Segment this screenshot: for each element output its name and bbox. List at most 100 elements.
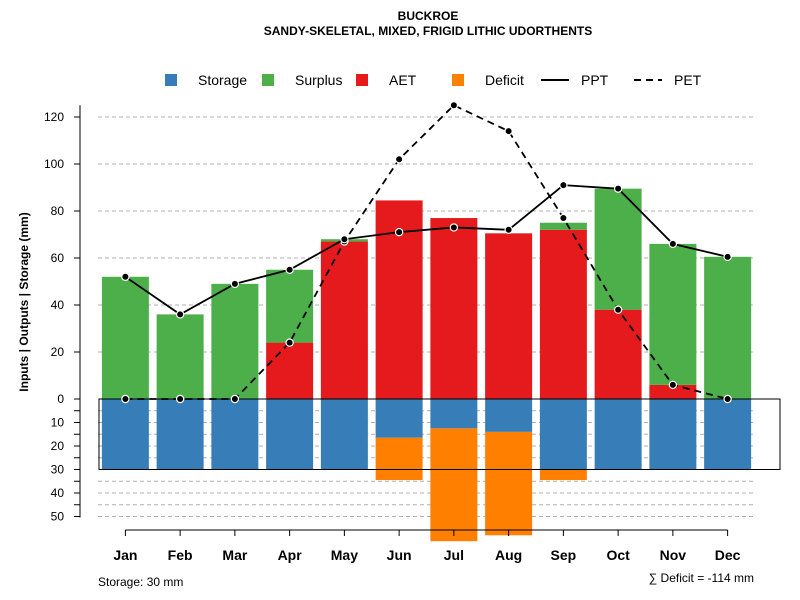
aet-bar: [266, 342, 314, 399]
pet-point: [559, 213, 568, 223]
x-tick-label: Aug: [495, 547, 522, 563]
storage-bar: [101, 399, 149, 470]
chart-subtitle: SANDY-SKELETAL, MIXED, FRIGID LITHIC UDO…: [264, 24, 592, 38]
aet-bar: [320, 241, 368, 399]
legend-swatch: [356, 74, 368, 86]
legend-swatch: [262, 74, 274, 86]
x-tick-label: Jan: [113, 547, 137, 563]
legend-swatch: [452, 74, 464, 86]
legend-label: Surplus: [295, 72, 342, 88]
ppt-point: [394, 227, 404, 237]
x-tick-label: Jul: [444, 547, 464, 563]
y-tick-label: 20: [51, 345, 65, 359]
surplus-bar: [211, 283, 259, 399]
ppt-point: [175, 310, 185, 319]
ppt-point: [340, 234, 349, 244]
storage-bar: [156, 399, 204, 470]
ppt-point: [559, 180, 568, 190]
ppt-point: [449, 223, 459, 232]
gridlines: [98, 116, 755, 517]
x-tick-label: Jun: [387, 547, 412, 563]
ppt-point: [230, 279, 240, 289]
chart-title: BUCKROE: [398, 9, 459, 23]
pet-point: [449, 101, 459, 110]
y-tick-label: 50: [51, 510, 65, 524]
x-tick-label: Dec: [715, 547, 741, 563]
deficit-sum-label: ∑ Deficit = -114 mm: [649, 571, 754, 585]
bars: [101, 188, 752, 542]
y-axis-label: Inputs | Outputs | Storage (mm): [17, 212, 31, 391]
surplus-bar: [649, 243, 697, 385]
y-tick-label: 100: [44, 157, 64, 171]
pet-point: [394, 155, 404, 164]
pet-point: [504, 126, 513, 136]
storage-bar: [485, 399, 533, 432]
pet-point: [668, 380, 678, 390]
aet-bar: [430, 218, 478, 399]
storage-frames: [98, 398, 781, 470]
pet-point: [230, 394, 240, 404]
storage-bar: [211, 399, 259, 470]
storage-bar: [430, 399, 478, 429]
y-tick-label: 40: [51, 486, 65, 500]
storage-bar: [649, 399, 697, 470]
deficit-bar: [485, 431, 533, 536]
y-tick-label: 60: [51, 251, 65, 265]
x-tick-label: Sep: [551, 547, 577, 563]
storage-bar: [704, 399, 752, 470]
storage-bar: [539, 399, 587, 470]
x-tick-label: Nov: [660, 547, 687, 563]
x-tick-label: Feb: [168, 547, 193, 563]
series-lines: [121, 101, 732, 404]
x-tick-label: Apr: [278, 547, 303, 563]
y-tick-label: 30: [51, 463, 65, 477]
deficit-bar: [539, 469, 587, 481]
pet-point: [723, 394, 732, 404]
storage-capacity-box: [98, 398, 781, 470]
x-tick-label: Oct: [606, 547, 630, 563]
legend-label: Storage: [198, 72, 247, 88]
ppt-point: [723, 252, 732, 262]
surplus-bar: [156, 314, 204, 399]
deficit-bar: [375, 437, 423, 481]
legend-label: PET: [674, 72, 702, 88]
surplus-bar: [594, 188, 642, 310]
ppt-point: [504, 225, 513, 234]
y-tick-label: 0: [57, 392, 64, 406]
legend: Storage Surplus AET Deficit PPT PET: [165, 72, 702, 88]
legend-label: AET: [389, 72, 417, 88]
aet-bar: [485, 233, 533, 399]
ppt-point: [668, 239, 678, 249]
x-tick-label: Mar: [222, 547, 247, 563]
legend-label: Deficit: [485, 72, 524, 88]
storage-bar: [320, 399, 368, 470]
pet-point: [613, 305, 623, 314]
ppt-point: [121, 272, 130, 281]
y-tick-label: 40: [51, 298, 65, 312]
legend-swatch: [165, 74, 177, 86]
y-tick-label: 20: [51, 439, 65, 453]
ppt-point: [613, 184, 623, 193]
aet-bar: [539, 229, 587, 399]
storage-bar: [594, 399, 642, 470]
storage-bar: [266, 399, 314, 470]
storage-note: Storage: 30 mm: [98, 575, 183, 589]
pet-line: [125, 104, 728, 400]
surplus-bar: [704, 256, 752, 399]
axes: 0 20 40 60 80 100 120 10 20 30 40 50 Jan Feb Mar Apr May…: [44, 105, 741, 563]
surplus-bar: [266, 269, 314, 343]
legend-label: PPT: [581, 72, 609, 88]
surplus-bar: [101, 276, 149, 399]
y-tick-label: 80: [51, 204, 65, 218]
pet-point: [285, 338, 294, 347]
deficit-bar: [430, 428, 478, 542]
ppt-line: [124, 184, 728, 316]
y-tick-label: 120: [44, 110, 64, 124]
y-tick-label: 10: [51, 416, 65, 430]
pet-point: [175, 394, 185, 404]
pet-point: [121, 394, 130, 404]
aet-bar: [594, 309, 642, 399]
surplus-bar: [539, 222, 587, 230]
x-tick-label: May: [331, 547, 358, 563]
storage-bar: [375, 399, 423, 438]
